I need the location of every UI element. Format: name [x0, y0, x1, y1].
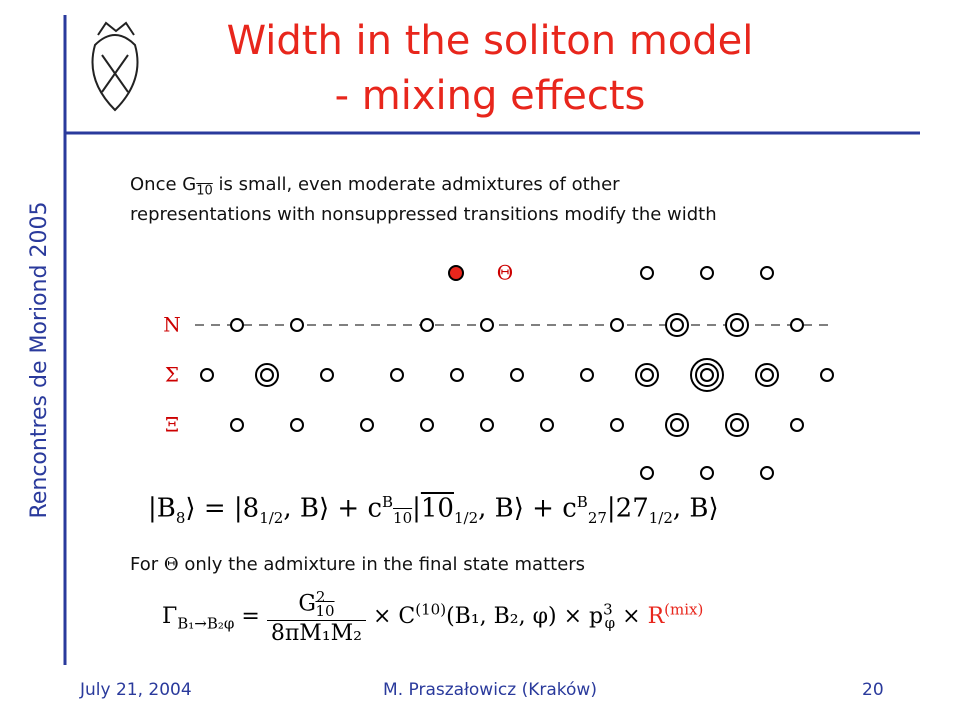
m: ⟩ =	[185, 493, 234, 524]
numerator: G210	[266, 588, 366, 621]
symbol: Θ	[163, 554, 179, 575]
weight-circle	[760, 368, 774, 382]
m: φ	[604, 614, 616, 633]
logo	[91, 21, 139, 112]
weight-circle	[700, 466, 714, 480]
weight-circle	[610, 318, 624, 332]
m: |8	[233, 493, 260, 524]
text: For	[130, 554, 164, 575]
weight-circle	[360, 418, 374, 432]
m: 1/2	[648, 508, 673, 527]
title-line-1: Width in the soliton model	[226, 18, 754, 64]
weight-circle	[420, 318, 434, 332]
weight-circle	[260, 368, 274, 382]
m: |27	[606, 493, 649, 524]
subscript: 10	[196, 183, 213, 199]
weight-circle	[670, 418, 684, 432]
weight-circle	[230, 318, 244, 332]
xi-label: Ξ	[165, 413, 179, 437]
formula-1: |B8⟩ = |81/2, B⟩ + cB10|101/2, B⟩ + cB27…	[148, 493, 719, 527]
weight-circle	[610, 418, 624, 432]
sigma-label: Σ	[165, 363, 179, 387]
weight-circle	[450, 368, 464, 382]
n-label: N	[163, 313, 181, 337]
text: is small, even moderate admixtures of ot…	[212, 174, 620, 195]
m: |	[412, 493, 421, 524]
intro-line-1: Once G10 is small, even moderate admixtu…	[130, 174, 620, 199]
weight-circle	[540, 418, 554, 432]
m: , B⟩ + c	[283, 493, 382, 524]
weight-circle	[730, 318, 744, 332]
m: 27	[587, 508, 607, 527]
m: 2	[315, 588, 326, 606]
title-line-2: - mixing effects	[334, 73, 646, 119]
sidebar: Rencontres de Moriond 2005	[27, 202, 52, 519]
note: For Θ only the admixture in the final st…	[130, 554, 585, 575]
m: 10	[393, 508, 413, 527]
weight-circle	[448, 265, 464, 281]
weight-circle	[200, 368, 214, 382]
formula-2: ΓB₁→B₂φ = G210 8πM₁M₂ × C(10)(B₁, B₂, φ) …	[162, 588, 703, 646]
weight-circle	[700, 266, 714, 280]
m: G	[298, 591, 316, 617]
m: 3	[603, 600, 613, 619]
weight-circle	[760, 266, 774, 280]
footer-author: M. Praszałowicz (Kraków)	[383, 680, 597, 700]
m: 10	[420, 493, 454, 524]
weight-circle	[730, 418, 744, 432]
weight-circle	[290, 318, 304, 332]
m: =	[234, 603, 267, 629]
m: |B	[148, 493, 176, 524]
weight-circle	[700, 368, 714, 382]
theta-label: Θ	[497, 261, 513, 285]
weight-circle	[320, 368, 334, 382]
m: Γ	[162, 603, 178, 629]
m: (mix)	[664, 600, 704, 619]
weight-circle	[640, 466, 654, 480]
m: , B⟩	[672, 493, 719, 524]
weight-circle	[580, 368, 594, 382]
weight-circle	[510, 368, 524, 382]
text: Once G	[130, 174, 197, 195]
intro-line-2: representations with nonsuppressed trans…	[130, 204, 717, 225]
m: 1/2	[453, 508, 479, 527]
weight-circle	[790, 418, 804, 432]
m: × C	[366, 603, 416, 629]
weight-circle	[820, 368, 834, 382]
weight-circle	[640, 368, 654, 382]
fraction: G210 8πM₁M₂	[266, 588, 366, 646]
footer-date: July 21, 2004	[80, 680, 192, 700]
m: B	[576, 493, 588, 511]
m: R	[647, 603, 665, 629]
m: 1/2	[259, 508, 284, 527]
footer-page: 20	[862, 680, 884, 700]
weight-circle	[790, 318, 804, 332]
weight-circle	[290, 418, 304, 432]
m: B₁→B₂φ	[177, 614, 235, 633]
weight-circle	[640, 266, 654, 280]
text: only the admixture in the final state ma…	[178, 554, 586, 575]
weight-circle	[420, 418, 434, 432]
denominator: 8πM₁M₂	[270, 620, 362, 646]
weight-circle	[670, 318, 684, 332]
m: 10	[315, 601, 335, 620]
weight-diagram	[200, 265, 834, 480]
weight-circle	[760, 466, 774, 480]
weight-circle	[480, 418, 494, 432]
m: ×	[615, 603, 648, 629]
weight-circle	[230, 418, 244, 432]
m: (B₁, B₂, φ) × p	[446, 603, 604, 629]
m: , B⟩ + c	[478, 493, 577, 524]
m: B	[382, 493, 394, 511]
weight-circle	[390, 368, 404, 382]
m: 8	[175, 508, 186, 527]
m: (10)	[415, 600, 447, 619]
weight-circle	[480, 318, 494, 332]
